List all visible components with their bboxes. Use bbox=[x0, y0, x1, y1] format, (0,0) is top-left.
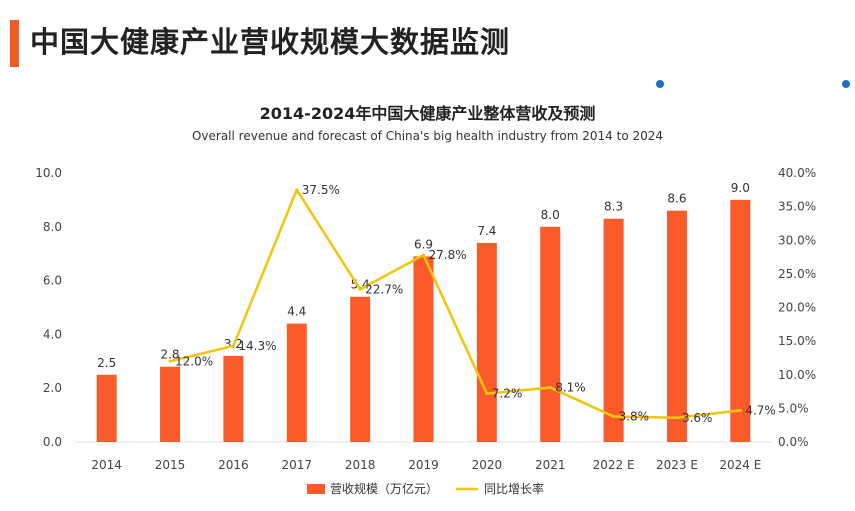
bar-value-label: 2.5 bbox=[97, 356, 116, 370]
revenue-bar bbox=[96, 374, 117, 442]
x-tick-label: 2019 bbox=[408, 458, 439, 472]
x-tick-label: 2016 bbox=[218, 458, 249, 472]
legend-swatch-revenue bbox=[307, 484, 325, 494]
y-right-tick-label: 10.0% bbox=[778, 368, 816, 382]
y-right-tick-label: 40.0% bbox=[778, 166, 816, 180]
legend-label-growth: 同比增长率 bbox=[484, 481, 544, 496]
y-right-tick-label: 30.0% bbox=[778, 233, 816, 247]
y-left-tick-label: 0.0 bbox=[43, 435, 62, 449]
x-tick-label: 2024 E bbox=[719, 458, 761, 472]
revenue-bar bbox=[223, 355, 244, 442]
decorative-dot bbox=[842, 80, 850, 88]
growth-rate-label: 7.2% bbox=[492, 387, 523, 401]
legend-label-revenue: 营收规模（万亿元） bbox=[330, 481, 438, 496]
growth-rate-label: 22.7% bbox=[365, 282, 403, 296]
page-title: 中国大健康产业营收规模大数据监测 bbox=[30, 25, 511, 59]
bar-value-label: 7.4 bbox=[477, 224, 496, 238]
growth-rate-point bbox=[485, 392, 489, 396]
revenue-bar bbox=[350, 296, 371, 442]
revenue-bar bbox=[476, 242, 497, 442]
x-tick-label: 2023 E bbox=[656, 458, 698, 472]
y-right-tick-label: 15.0% bbox=[778, 334, 816, 348]
y-left-tick-label: 2.0 bbox=[43, 381, 62, 395]
growth-rate-point bbox=[358, 287, 362, 291]
growth-rate-line bbox=[169, 188, 741, 420]
x-tick-label: 2022 E bbox=[593, 458, 635, 472]
y-left-tick-label: 8.0 bbox=[43, 220, 62, 234]
x-tick-label: 2018 bbox=[345, 458, 376, 472]
growth-rate-point bbox=[612, 414, 616, 418]
x-tick-label: 2014 bbox=[91, 458, 122, 472]
chart-title: 2014-2024年中国大健康产业整体营收及预测 bbox=[259, 104, 596, 123]
growth-rate-label: 4.7% bbox=[745, 403, 776, 417]
y-left-tick-label: 6.0 bbox=[43, 274, 62, 288]
growth-rate-point bbox=[422, 253, 425, 257]
bar-value-label: 2.8 bbox=[160, 348, 179, 362]
growth-rate-label: 37.5% bbox=[302, 183, 340, 197]
growth-rate-point bbox=[675, 416, 679, 420]
growth-rate-point bbox=[548, 386, 552, 390]
growth-rate-label: 14.3% bbox=[238, 339, 276, 353]
revenue-bar bbox=[160, 366, 181, 442]
bar-value-label: 6.9 bbox=[414, 237, 433, 251]
revenue-bar bbox=[286, 323, 307, 442]
decorative-dot bbox=[656, 80, 664, 88]
revenue-bar bbox=[603, 218, 624, 442]
y-right-tick-label: 0.0% bbox=[778, 435, 809, 449]
y-right-tick-label: 5.0% bbox=[778, 401, 809, 415]
growth-rate-label: 8.1% bbox=[555, 381, 586, 395]
bar-value-label: 9.0 bbox=[731, 181, 750, 195]
growth-rate-label: 3.8% bbox=[619, 409, 650, 423]
growth-rate-point bbox=[295, 188, 299, 192]
revenue-bar bbox=[730, 199, 751, 442]
y-right-tick-label: 20.0% bbox=[778, 301, 816, 315]
y-right-tick-label: 25.0% bbox=[778, 267, 816, 281]
growth-rate-label: 12.0% bbox=[175, 354, 213, 368]
revenue-bar bbox=[666, 210, 687, 442]
growth-rate-label: 3.6% bbox=[682, 411, 713, 425]
chart-subtitle: Overall revenue and forecast of China's … bbox=[191, 129, 664, 143]
bar-value-label: 8.6 bbox=[667, 192, 686, 206]
bar-value-label: 8.3 bbox=[604, 200, 623, 214]
growth-rate-label: 27.8% bbox=[429, 248, 467, 262]
revenue-bar bbox=[413, 256, 434, 442]
x-tick-label: 2021 bbox=[535, 458, 566, 472]
title-accent-bar bbox=[10, 20, 19, 67]
x-tick-label: 2015 bbox=[155, 458, 186, 472]
growth-rate-point bbox=[738, 408, 742, 412]
y-left-tick-label: 10.0 bbox=[35, 166, 62, 180]
revenue-bar bbox=[540, 226, 561, 442]
y-left-tick-label: 4.0 bbox=[43, 327, 62, 341]
x-tick-label: 2020 bbox=[472, 458, 503, 472]
bar-value-label: 4.4 bbox=[287, 305, 306, 319]
y-right-tick-label: 35.0% bbox=[778, 200, 816, 214]
growth-rate-point bbox=[168, 359, 172, 363]
x-tick-label: 2017 bbox=[281, 458, 312, 472]
bar-value-label: 8.0 bbox=[541, 208, 560, 222]
growth-rate-point bbox=[231, 344, 235, 348]
